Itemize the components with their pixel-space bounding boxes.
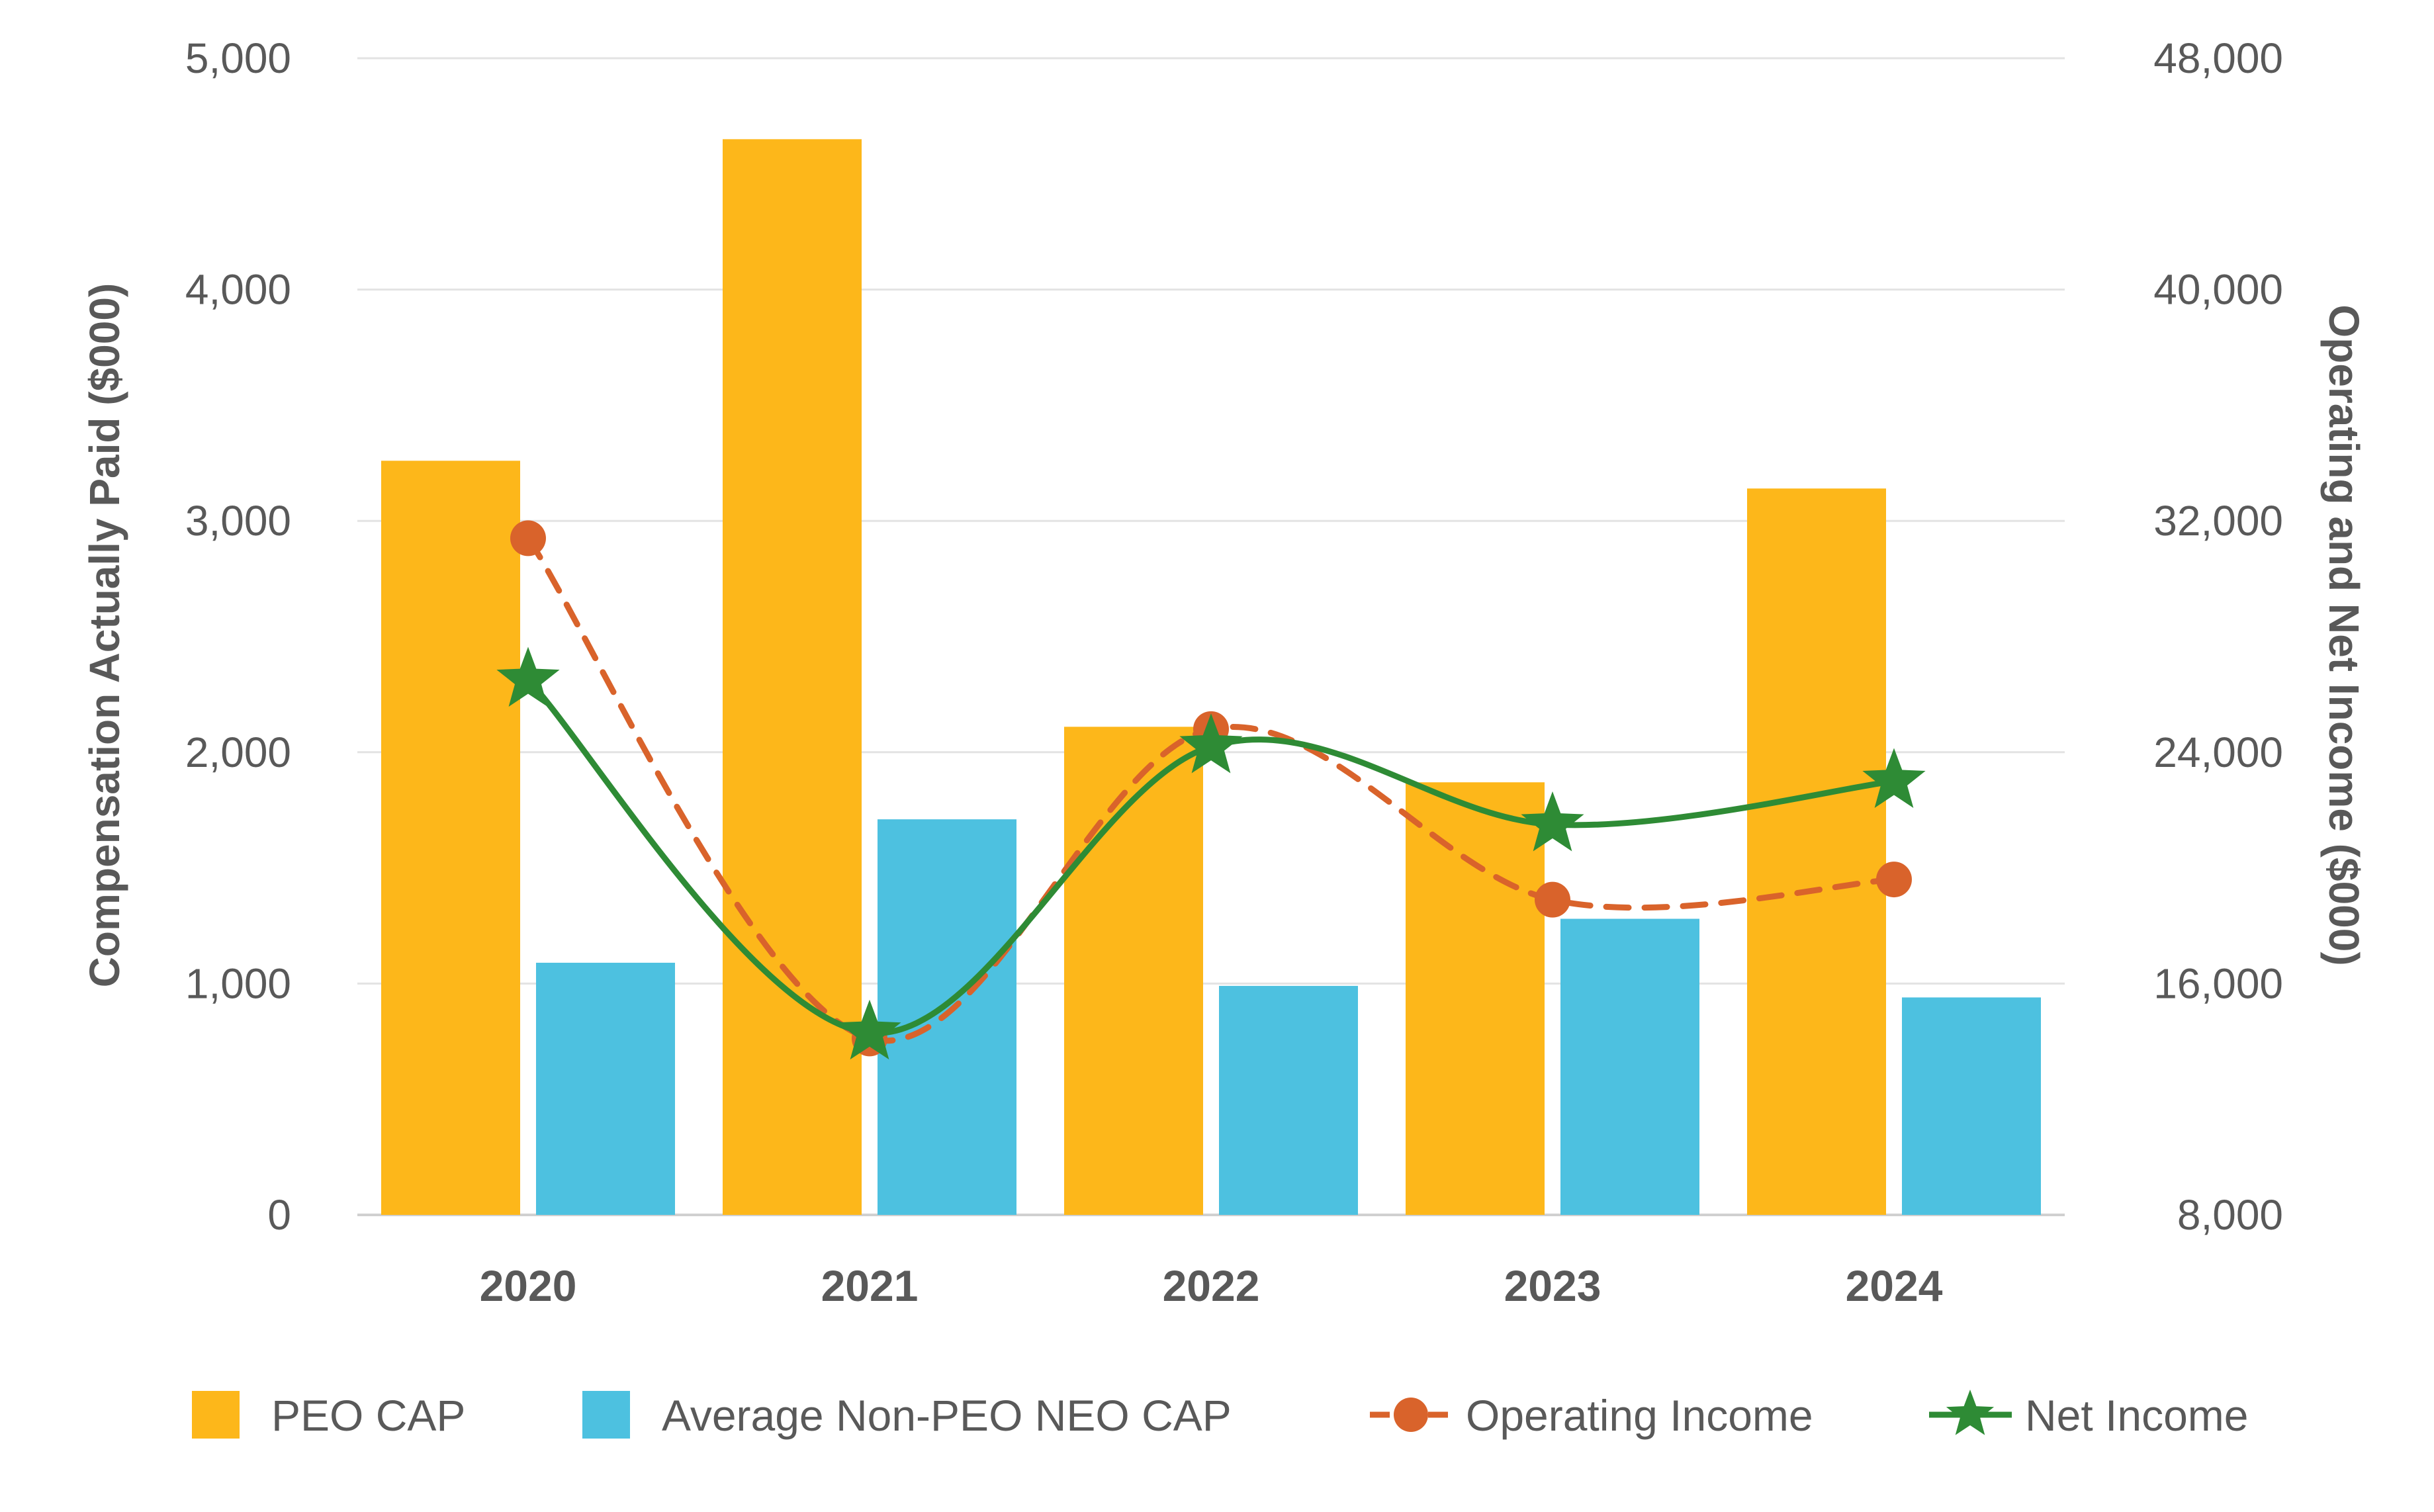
legend-label: PEO CAP <box>271 1391 465 1440</box>
line-series <box>496 520 1926 1060</box>
right-tick-label: 32,000 <box>2153 497 2283 545</box>
left-tick-label: 5,000 <box>185 34 291 82</box>
marker-net-income <box>1179 713 1243 774</box>
marker-operating-income <box>1876 862 1912 898</box>
x-tick-label: 2024 <box>1846 1261 1943 1310</box>
bar-peo-cap <box>1406 782 1545 1215</box>
bar-average-non-peo-neo-cap <box>1560 918 1699 1215</box>
bar-average-non-peo-neo-cap <box>1219 985 1358 1215</box>
x-tick-label: 2023 <box>1504 1261 1601 1310</box>
legend-swatch-average-non-peo-neo-cap <box>582 1391 630 1439</box>
x-tick-label: 2021 <box>821 1261 919 1310</box>
bar-peo-cap <box>1064 727 1203 1215</box>
line-net-income <box>525 677 1897 1036</box>
left-tick-label: 2,000 <box>185 729 291 776</box>
right-tick-label: 40,000 <box>2153 266 2283 314</box>
legend: PEO CAP Average Non-PEO NEO CAP Operating … <box>192 1390 2248 1440</box>
legend-marker-net-income <box>1946 1390 1995 1435</box>
right-axis-title: Operating and Net Income ($000) <box>2320 304 2368 965</box>
legend-marker-operating-income <box>1394 1398 1428 1432</box>
right-tick-label: 8,000 <box>2177 1191 2283 1239</box>
marker-net-income <box>1862 748 1926 808</box>
marker-net-income <box>838 999 901 1060</box>
left-tick-label: 0 <box>267 1191 291 1239</box>
bar-series <box>381 139 2041 1216</box>
bar-peo-cap <box>381 461 520 1216</box>
bar-peo-cap <box>1747 488 1886 1215</box>
right-tick-label: 24,000 <box>2153 729 2283 776</box>
legend-label: Net Income <box>2025 1391 2248 1440</box>
x-tick-label: 2022 <box>1163 1261 1260 1310</box>
axes: Compensation Actually Paid ($000) Operat… <box>81 34 2368 1310</box>
left-axis-title: Compensation Actually Paid ($000) <box>81 283 128 988</box>
left-tick-label: 4,000 <box>185 266 291 314</box>
x-tick-label: 2020 <box>480 1261 577 1310</box>
left-tick-label: 3,000 <box>185 497 291 545</box>
legend-swatch-peo-cap <box>192 1391 240 1439</box>
bar-peo-cap <box>723 139 862 1216</box>
marker-operating-income <box>1535 881 1570 918</box>
right-tick-label: 48,000 <box>2153 34 2283 82</box>
marker-net-income <box>1521 791 1584 852</box>
right-tick-label: 16,000 <box>2153 959 2283 1007</box>
legend-label: Average Non-PEO NEO CAP <box>662 1391 1232 1440</box>
marker-operating-income <box>510 520 546 556</box>
marker-net-income <box>496 646 560 707</box>
bar-average-non-peo-neo-cap <box>536 962 675 1215</box>
line-operating-income <box>525 535 1897 1044</box>
bar-average-non-peo-neo-cap <box>1902 997 2041 1215</box>
legend-label: Operating Income <box>1466 1391 1813 1440</box>
left-tick-label: 1,000 <box>185 959 291 1007</box>
